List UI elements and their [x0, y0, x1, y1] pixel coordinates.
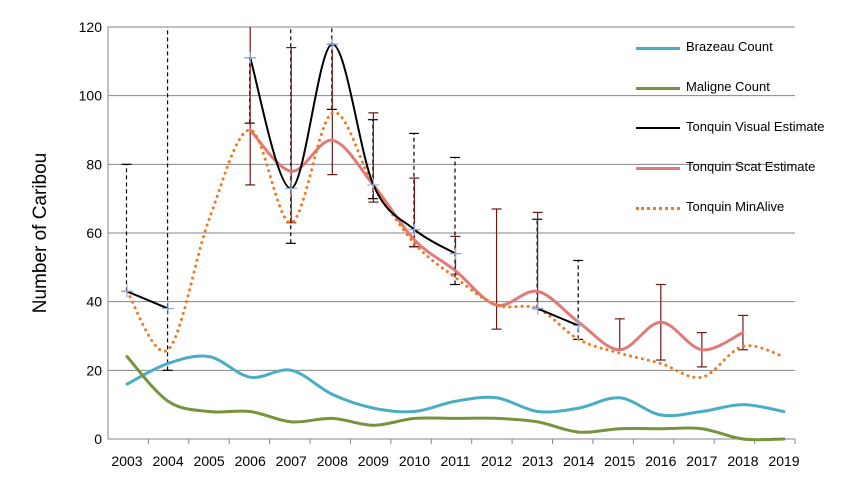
- y-tick-label: 0: [94, 431, 102, 447]
- x-tick-label: 2018: [727, 453, 758, 469]
- series-line-maligne-count: [125, 355, 786, 442]
- legend-label: Brazeau Count: [686, 39, 773, 54]
- series-line-tonquin-minalive: [125, 111, 786, 380]
- data-point-marker: [162, 302, 175, 315]
- x-tick-label: 2012: [481, 453, 512, 469]
- x-tick-label: 2009: [358, 453, 389, 469]
- x-tick-label: 2014: [563, 453, 594, 469]
- data-point-marker: [449, 247, 462, 260]
- y-tick-label: 120: [79, 19, 103, 35]
- data-point-marker: [244, 51, 257, 64]
- series-line-tonquin-visual-estimate: [249, 43, 457, 255]
- legend-swatch: [636, 167, 680, 170]
- x-tick-label: 2006: [235, 453, 266, 469]
- data-point-marker: [121, 285, 133, 298]
- data-point-marker: [326, 38, 339, 51]
- legend-label: Tonquin Visual Estimate: [686, 119, 825, 134]
- data-point-marker: [572, 319, 585, 332]
- data-point-marker: [408, 223, 421, 236]
- x-tick-label: 2013: [522, 453, 553, 469]
- x-tick-label: 2010: [399, 453, 430, 469]
- series-line-tonquin-visual-estimate: [126, 290, 170, 310]
- x-tick-label: 2004: [152, 453, 183, 469]
- legend-label: Tonquin Scat Estimate: [686, 159, 816, 174]
- legend-label: Maligne Count: [686, 79, 770, 94]
- legend-swatch: [636, 47, 680, 50]
- x-tick-label: 2007: [276, 453, 307, 469]
- x-tick-label: 2015: [604, 453, 635, 469]
- x-tick-label: 2016: [645, 453, 676, 469]
- y-tick-label: 100: [79, 88, 103, 104]
- legend-swatch: [636, 87, 680, 90]
- series-line-brazeau-count: [125, 354, 786, 418]
- x-tick-label: 2003: [111, 453, 142, 469]
- legend-swatch: [636, 127, 680, 129]
- y-tick-label: 80: [86, 156, 102, 172]
- series-line-tonquin-visual-estimate: [536, 307, 580, 327]
- x-tick-label: 2005: [194, 453, 225, 469]
- data-point-marker: [531, 302, 544, 315]
- x-tick-label: 2008: [317, 453, 348, 469]
- y-tick-label: 60: [86, 225, 102, 241]
- y-tick-label: 20: [86, 362, 102, 378]
- y-tick-label: 40: [86, 294, 102, 310]
- x-tick-label: 2011: [440, 453, 470, 469]
- data-point-marker: [285, 182, 298, 195]
- series-line-tonquin-scat-estimate: [248, 128, 745, 352]
- x-tick-label: 2019: [768, 453, 799, 469]
- legend-swatch: [636, 207, 680, 210]
- legend-label: Tonquin MinAlive: [686, 199, 785, 214]
- x-tick-label: 2017: [686, 453, 717, 469]
- data-point-marker: [367, 178, 380, 191]
- y-axis-label: Number of Caribou: [30, 153, 51, 314]
